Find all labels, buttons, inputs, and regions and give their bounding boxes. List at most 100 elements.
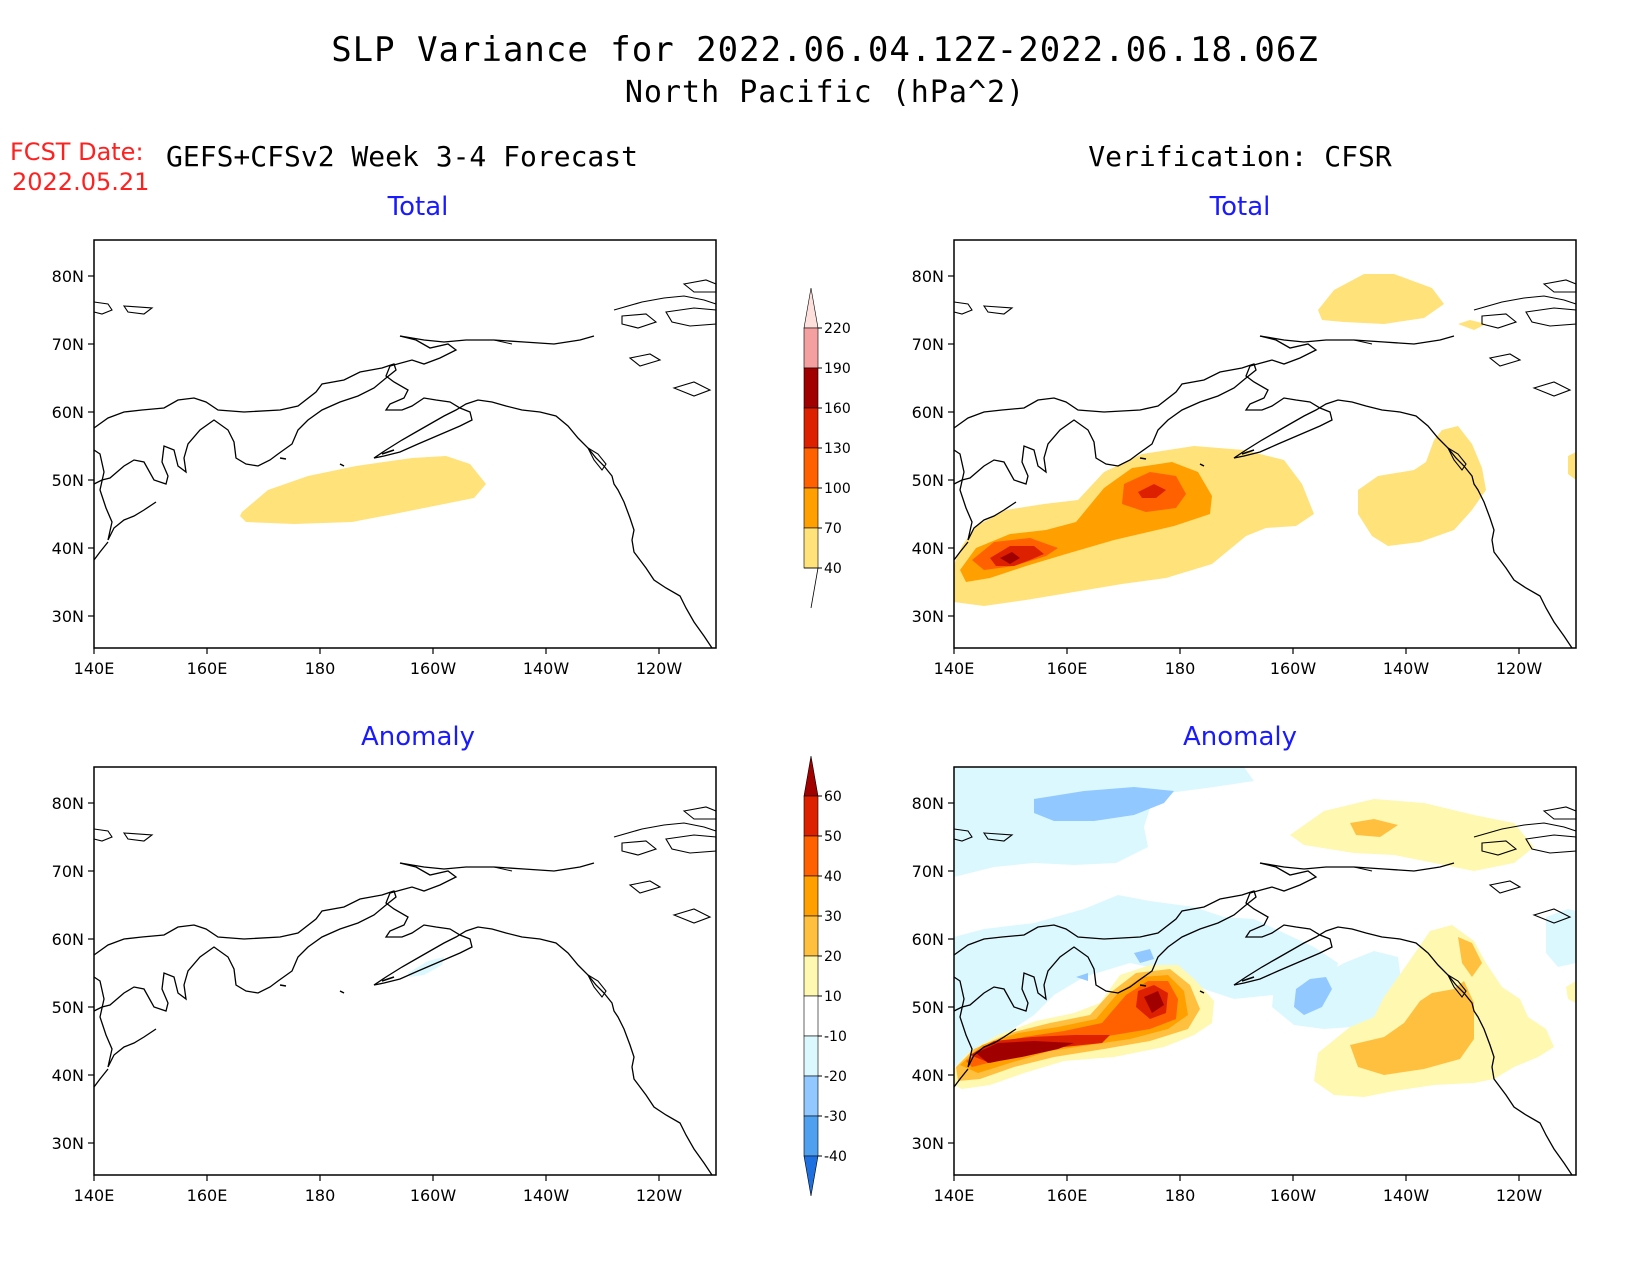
y-tick-label: 40N [912,539,944,558]
y-tick-label: 40N [52,539,84,558]
map-verification-anomaly [953,766,1577,1176]
y-tick-label: 60N [52,403,84,422]
x-tick-label: 140W [523,659,570,678]
x-tick-label: 160E [187,659,228,678]
y-tick-label: 80N [52,267,84,286]
colorbar-segment [803,955,819,997]
x-tick-label: 120W [636,659,683,678]
x-tick-label: 140W [1383,659,1430,678]
colorbar-segment [803,407,819,449]
y-tick-label: 70N [912,862,944,881]
colorbar-label: 190 [824,361,851,377]
map-forecast-anomaly [93,766,717,1176]
y-tick-label: 30N [52,1134,84,1153]
x-tick-label: 180 [1165,1186,1196,1205]
sub-title: North Pacific (hPa^2) [624,75,1026,110]
forecast-column-title: GEFS+CFSv2 Week 3-4 Forecast [166,140,639,173]
x-tick-label: 160W [410,1186,457,1205]
y-tick-label: 60N [52,930,84,949]
y-tick-label: 80N [912,267,944,286]
colorbar-label: 160 [824,401,851,417]
map-verification-total [953,239,1577,649]
colorbar-label: 40 [824,869,842,885]
colorbar-segment [803,1075,819,1117]
y-tick-label: 30N [912,1134,944,1153]
y-tick-label: 30N [912,607,944,626]
y-tick-label: 80N [52,794,84,813]
x-tick-label: 160E [1047,659,1088,678]
colorbar-segment [803,287,819,329]
x-tick-label: 140E [74,659,115,678]
y-tick-label: 70N [52,335,84,354]
colorbar-segment [803,795,819,837]
colorbar-label: 10 [824,989,842,1005]
x-tick-label: 160W [410,659,457,678]
total-colorbar: 220 190 160 130 100 70 40 [803,287,851,577]
colorbar-segment [803,755,819,797]
x-tick-label: 180 [305,1186,336,1205]
colorbar-label: 50 [824,829,842,845]
colorbar-label: 30 [824,909,842,925]
colorbar-label: 130 [824,441,851,457]
colorbar-tail [804,567,819,609]
x-tick-label: 140W [1383,1186,1430,1205]
y-tick-label: 50N [52,998,84,1017]
y-tick-label: 50N [912,998,944,1017]
colorbar-label: 100 [824,481,851,497]
panel-title-forecast-total: Total [387,192,449,222]
colorbar-label: -20 [824,1069,847,1085]
colorbar-label: -10 [824,1029,847,1045]
x-tick-label: 120W [1496,1186,1543,1205]
colorbar-label: -30 [824,1109,847,1125]
y-tick-label: 80N [912,794,944,813]
x-tick-label: 140E [934,1186,975,1205]
y-tick-label: 50N [52,471,84,490]
colorbar-segment [803,1115,819,1157]
y-tick-label: 70N [52,862,84,881]
verification-column-title: Verification: CFSR [1088,140,1392,173]
x-tick-label: 180 [1165,659,1196,678]
colorbar-segment [803,327,819,369]
forecast-date-value: 2022.05.21 [12,168,150,196]
x-tick-label: 160E [187,1186,228,1205]
x-tick-label: 160W [1270,1186,1317,1205]
colorbar-segment [803,915,819,957]
y-tick-label: 40N [912,1066,944,1085]
x-tick-label: 160E [1047,1186,1088,1205]
colorbar-label: 60 [824,789,842,805]
colorbar-label: 70 [824,521,842,537]
colorbar-label: 40 [824,561,842,577]
map-forecast-total [93,239,717,649]
colorbar-label: -40 [824,1149,847,1165]
y-tick-label: 70N [912,335,944,354]
panel-title-verification-total: Total [1209,192,1271,222]
y-tick-label: 60N [912,403,944,422]
colorbar-label: 20 [824,949,842,965]
y-tick-label: 60N [912,930,944,949]
colorbar-segment [803,1155,819,1197]
y-tick-label: 50N [912,471,944,490]
forecast-date-label: FCST Date: [10,138,144,166]
panel-title-forecast-anomaly: Anomaly [360,722,476,752]
anomaly-colorbar: 60 50 40 30 20 10 -10 -20 -30 -40 [803,755,847,1197]
main-title: SLP Variance for 2022.06.04.12Z-2022.06.… [331,30,1319,70]
x-tick-label: 140W [523,1186,570,1205]
x-tick-label: 140E [74,1186,115,1205]
x-tick-label: 120W [1496,659,1543,678]
x-tick-label: 180 [305,659,336,678]
colorbar-segment [803,1035,819,1077]
colorbar-segment [803,447,819,489]
colorbar-segment [803,367,819,409]
colorbar-segment [803,995,819,1037]
colorbar-label: 220 [824,321,851,337]
x-tick-label: 160W [1270,659,1317,678]
y-tick-label: 30N [52,607,84,626]
x-tick-label: 140E [934,659,975,678]
colorbar-segment [803,487,819,529]
contour-40 [240,456,486,524]
x-tick-label: 120W [636,1186,683,1205]
panel-title-verification-anomaly: Anomaly [1182,722,1298,752]
colorbar-segment [803,835,819,877]
colorbar-segment [803,875,819,917]
